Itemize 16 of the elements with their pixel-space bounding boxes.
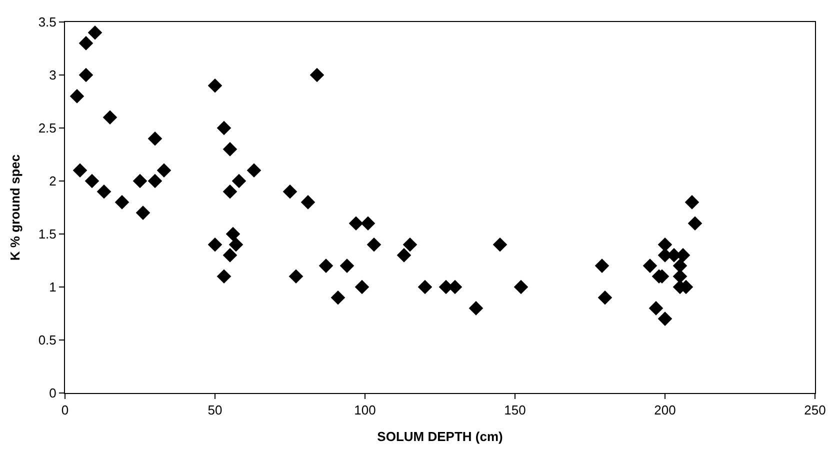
y-tick-label: 1 <box>49 280 56 295</box>
y-tick-label: 0 <box>49 386 56 401</box>
x-tick-label: 200 <box>654 402 676 418</box>
y-tick-label: 1.5 <box>38 226 56 242</box>
y-tick-label: 3 <box>49 68 56 83</box>
x-tick-label: 250 <box>804 402 826 418</box>
y-tick-label: 0.5 <box>38 332 56 348</box>
y-tick-label: 2.5 <box>38 120 56 136</box>
x-tick-label: 150 <box>504 402 526 418</box>
x-axis-title: SOLUM DEPTH (cm) <box>377 429 503 444</box>
x-tick-label: 0 <box>61 402 69 418</box>
y-tick-label: 3.5 <box>38 14 56 30</box>
x-tick-label: 100 <box>354 402 376 418</box>
y-axis-title: K % ground spec <box>7 154 22 261</box>
y-tick-label: 2 <box>49 174 56 189</box>
x-tick-label: 50 <box>208 402 222 418</box>
